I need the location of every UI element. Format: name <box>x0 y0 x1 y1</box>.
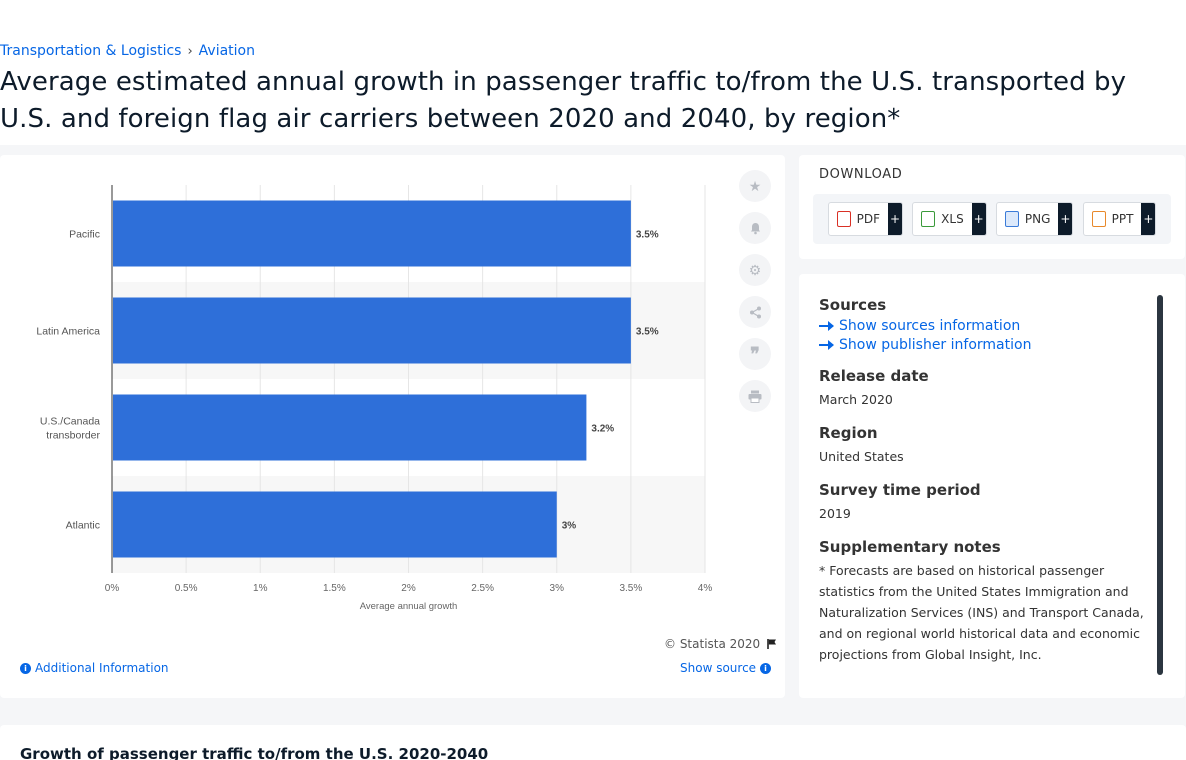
copyright-text: © Statista 2020 <box>664 637 760 651</box>
region-value: United States <box>819 446 1149 467</box>
data-label: 3.2% <box>591 424 614 435</box>
quote-icon[interactable]: ❞ <box>739 338 771 370</box>
pdf-icon <box>837 211 851 227</box>
flag-icon[interactable] <box>766 638 778 650</box>
category-label: Atlantic <box>66 520 100 532</box>
info-icon: i <box>20 663 31 674</box>
category-label: Pacific <box>69 229 100 241</box>
breadcrumb-aviation[interactable]: Aviation <box>199 43 255 59</box>
arrow-right-icon <box>819 344 833 346</box>
chart-card: 0% 0.5% 1% 1.5% 2% 2.5% 3% 3.5% 4% 3.5% Pacific 3.5… <box>0 155 785 698</box>
download-buttons: PDF + XLS + PNG + PPT + <box>813 194 1171 244</box>
settings-gear-icon[interactable]: ⚙ <box>739 254 771 286</box>
download-xls-button[interactable]: XLS + <box>912 202 987 236</box>
region-heading: Region <box>819 424 1149 442</box>
notification-bell-icon[interactable] <box>739 212 771 244</box>
bar <box>113 395 586 461</box>
data-label: 3% <box>562 521 577 532</box>
xls-plus: + <box>972 203 986 235</box>
info-content: Sources Show sources information Show pu… <box>819 296 1149 679</box>
share-icon[interactable] <box>739 296 771 328</box>
release-date-value: March 2020 <box>819 389 1149 410</box>
x-tick-label: 1% <box>253 583 268 594</box>
page-title: Average estimated annual growth in passe… <box>0 64 1186 138</box>
show-source-link[interactable]: Show source i <box>680 661 771 675</box>
bar-chart: 0% 0.5% 1% 1.5% 2% 2.5% 3% 3.5% 4% 3.5% Pacific 3.5… <box>0 155 785 625</box>
survey-period-value: 2019 <box>819 503 1149 524</box>
x-tick-label: 0% <box>105 583 120 594</box>
info-icon: i <box>760 663 771 674</box>
pdf-plus: + <box>888 203 902 235</box>
x-tick-label: 2.5% <box>471 583 494 594</box>
chart-tools: ★ ⚙ ❞ <box>739 170 771 422</box>
supplementary-notes-heading: Supplementary notes <box>819 538 1149 556</box>
info-card: Sources Show sources information Show pu… <box>799 274 1185 698</box>
bar <box>113 298 631 364</box>
category-label: Latin America <box>36 326 100 338</box>
category-label: U.S./Canada transborder <box>40 416 101 442</box>
supplementary-notes-value: * Forecasts are based on historical pass… <box>819 560 1149 665</box>
show-publisher-label: Show publisher information <box>839 337 1031 353</box>
favorite-star-icon[interactable]: ★ <box>739 170 771 202</box>
release-date-heading: Release date <box>819 367 1149 385</box>
pdf-label: PDF <box>857 212 888 226</box>
show-sources-label: Show sources information <box>839 318 1020 334</box>
x-tick-label: 4% <box>698 583 713 594</box>
png-label: PNG <box>1025 212 1059 226</box>
download-card: DOWNLOAD PDF + XLS + PNG + PPT + <box>799 155 1185 259</box>
data-label: 3.5% <box>636 230 659 241</box>
print-icon[interactable] <box>739 380 771 412</box>
info-scrollbar[interactable] <box>1157 295 1163 675</box>
additional-information-link[interactable]: i Additional Information <box>20 661 169 675</box>
show-publisher-link[interactable]: Show publisher information <box>819 337 1149 353</box>
download-title: DOWNLOAD <box>819 167 902 182</box>
x-tick-label: 0.5% <box>175 583 198 594</box>
breadcrumb-separator: › <box>187 44 192 59</box>
breadcrumb-transportation[interactable]: Transportation & Logistics <box>0 43 181 59</box>
x-tick-label: 2% <box>401 583 416 594</box>
related-title: Growth of passenger traffic to/from the … <box>20 745 488 760</box>
copyright-notice: © Statista 2020 <box>664 637 778 651</box>
ppt-icon <box>1092 211 1106 227</box>
download-pdf-button[interactable]: PDF + <box>828 202 903 236</box>
ppt-plus: + <box>1141 203 1155 235</box>
x-tick-label: 3% <box>550 583 565 594</box>
xls-label: XLS <box>941 212 972 226</box>
breadcrumb: Transportation & Logistics › Aviation <box>0 43 255 59</box>
x-tick-label: 3.5% <box>619 583 642 594</box>
png-icon <box>1005 211 1019 227</box>
x-axis-label: Average annual growth <box>360 601 458 612</box>
data-label: 3.5% <box>636 327 659 338</box>
arrow-right-icon <box>819 325 833 327</box>
survey-period-heading: Survey time period <box>819 481 1149 499</box>
show-source-label: Show source <box>680 661 756 675</box>
show-sources-link[interactable]: Show sources information <box>819 318 1149 334</box>
download-ppt-button[interactable]: PPT + <box>1083 202 1157 236</box>
download-png-button[interactable]: PNG + <box>996 202 1074 236</box>
sources-heading: Sources <box>819 296 1149 314</box>
x-tick-label: 1.5% <box>323 583 346 594</box>
xls-icon <box>921 211 935 227</box>
additional-information-label: Additional Information <box>35 661 169 675</box>
bar <box>113 492 557 558</box>
bar <box>113 201 631 267</box>
ppt-label: PPT <box>1112 212 1142 226</box>
png-plus: + <box>1058 203 1072 235</box>
